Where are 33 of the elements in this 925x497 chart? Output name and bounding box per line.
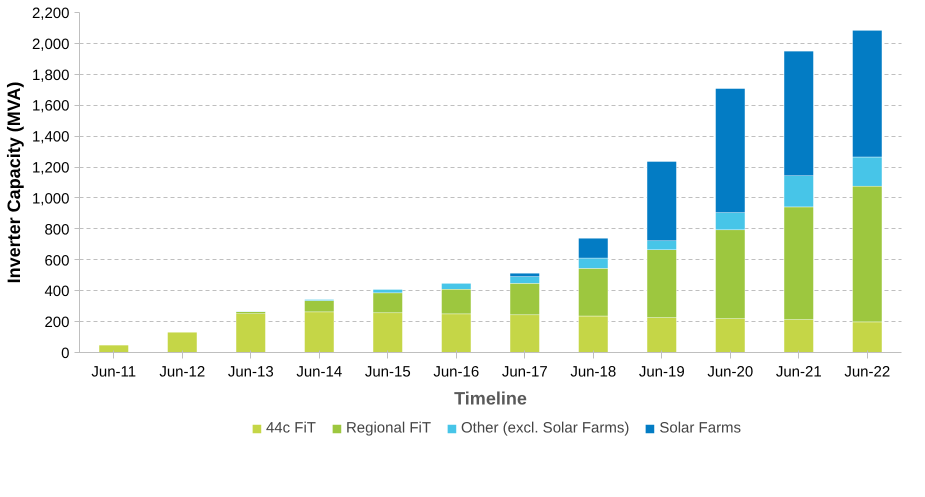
y-tick-label: 1,800 — [32, 66, 70, 84]
legend-label: Other (excl. Solar Farms) — [461, 420, 630, 436]
y-tick-label: 800 — [44, 221, 70, 238]
y-tick-label: 1,000 — [32, 190, 70, 208]
y-tick-label: 1,600 — [32, 98, 70, 115]
legend-label: 44c FiT — [266, 420, 316, 436]
bar — [236, 314, 266, 352]
x-tick-label: Jun-14 — [296, 364, 342, 380]
x-tick-label: Jun-19 — [638, 364, 685, 380]
y-tick-label: 1,200 — [32, 160, 70, 177]
x-tick-label: Jun-13 — [228, 364, 274, 380]
x-tick-label: Jun-11 — [91, 364, 136, 380]
x-axis-title: Timeline — [454, 388, 527, 408]
x-tick-label: Jun-22 — [844, 364, 890, 380]
y-tick-label: 0 — [61, 345, 70, 362]
x-tick-label: Jun-17 — [502, 364, 548, 380]
y-tick-label: 400 — [44, 283, 70, 300]
y-tick-label: 2,000 — [32, 36, 70, 53]
y-tick-label: 600 — [44, 252, 70, 270]
bar — [98, 344, 129, 352]
y-tick-label: 2,200 — [32, 5, 70, 22]
x-tick-label: Jun-20 — [707, 364, 754, 380]
y-axis-title: Inverter Capacity (MVA) — [4, 82, 24, 284]
bar — [167, 332, 198, 352]
x-tick-label: Jun-18 — [570, 364, 616, 380]
x-tick-label: Jun-21 — [776, 364, 822, 380]
y-tick-label: 1,400 — [32, 128, 70, 146]
x-tick-label: Jun-12 — [159, 364, 206, 380]
x-tick-label: Jun-15 — [364, 364, 411, 380]
legend-label: Regional FiT — [346, 420, 431, 436]
x-tick-label: Jun-16 — [433, 364, 480, 380]
y-tick-label: 200 — [44, 314, 70, 332]
legend-label: Solar Farms — [659, 420, 742, 436]
